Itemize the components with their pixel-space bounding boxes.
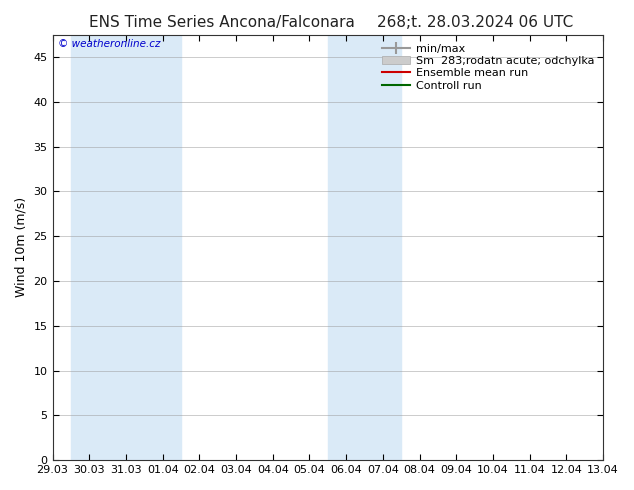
- Bar: [71, 35, 145, 460]
- Y-axis label: Wind 10m (m/s): Wind 10m (m/s): [15, 197, 28, 297]
- Text: 268;t. 28.03.2024 06 UTC: 268;t. 28.03.2024 06 UTC: [377, 15, 574, 30]
- Text: © weatheronline.cz: © weatheronline.cz: [58, 39, 160, 49]
- Legend: min/max, Sm  283;rodatn acute; odchylka, Ensemble mean run, Controll run: min/max, Sm 283;rodatn acute; odchylka, …: [379, 40, 598, 94]
- Bar: [328, 35, 401, 460]
- Text: ENS Time Series Ancona/Falconara: ENS Time Series Ancona/Falconara: [89, 15, 355, 30]
- Bar: [145, 35, 181, 460]
